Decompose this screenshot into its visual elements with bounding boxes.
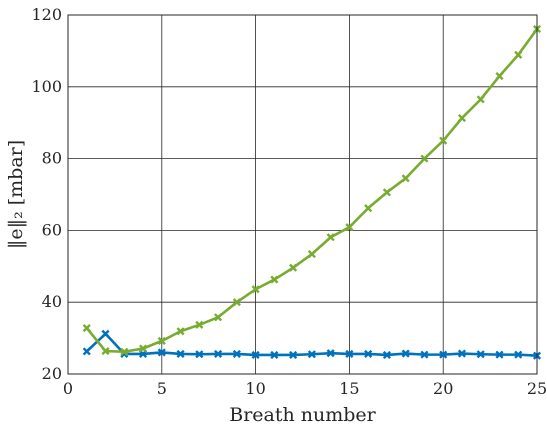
data-point — [476, 95, 485, 104]
data-point — [401, 174, 410, 183]
data-point — [457, 113, 467, 123]
data-point — [345, 349, 354, 358]
data-point — [101, 346, 110, 356]
data-point — [439, 350, 448, 359]
data-point — [401, 349, 410, 358]
x-tick-label: 10 — [245, 379, 265, 398]
grid — [67, 14, 538, 375]
y-tick-label: 20 — [42, 364, 62, 383]
data-point — [307, 250, 316, 259]
data-point — [289, 350, 298, 360]
series-2 — [82, 24, 542, 356]
data-point — [157, 336, 166, 346]
data-point — [270, 275, 279, 284]
data-point — [382, 350, 391, 360]
data-point — [251, 285, 260, 294]
data-point — [195, 350, 204, 359]
data-point — [176, 349, 185, 358]
data-point — [289, 263, 298, 272]
data-point — [82, 347, 91, 356]
x-tick-label: 20 — [433, 379, 453, 398]
x-tick-label: 5 — [157, 379, 167, 398]
data-point — [495, 350, 504, 359]
data-point — [382, 188, 391, 197]
data-point — [82, 323, 91, 333]
y-tick-label: 100 — [31, 77, 62, 96]
data-point — [138, 344, 148, 353]
data-point — [476, 350, 485, 359]
data-point — [195, 320, 204, 329]
y-tick-label: 40 — [42, 292, 62, 311]
plot-frame — [67, 14, 538, 375]
y-tick-label: 80 — [42, 149, 62, 168]
data-point — [439, 136, 448, 145]
data-point — [214, 313, 223, 322]
data-point — [270, 350, 279, 360]
y-tick-label: 120 — [31, 5, 62, 24]
x-axis-label: Breath number — [229, 404, 376, 426]
data-point — [514, 350, 523, 359]
x-tick-label: 25 — [527, 379, 547, 398]
series-line — [85, 28, 539, 354]
data-point — [326, 233, 335, 242]
y-tick-label: 60 — [42, 220, 62, 239]
x-tick-label: 15 — [339, 379, 359, 398]
data-point — [101, 329, 110, 338]
series-1 — [82, 329, 542, 360]
data-point — [495, 71, 504, 81]
tick-layer: 0 5 10 15 20 25 20 40 60 80 100 120 — [31, 5, 547, 398]
data-point — [364, 204, 373, 213]
data-point — [120, 347, 129, 356]
data-point — [345, 223, 354, 232]
x-tick-label: 0 — [63, 379, 73, 398]
data-point — [457, 349, 467, 358]
data-point — [251, 350, 260, 360]
data-point — [420, 154, 429, 163]
series-layer — [82, 24, 542, 360]
y-axis-label: ‖e‖₂ [mbar] — [5, 140, 27, 249]
data-point — [232, 349, 241, 358]
data-point — [214, 349, 223, 358]
data-point — [232, 298, 241, 307]
data-point — [364, 349, 373, 358]
data-point — [326, 349, 335, 358]
data-point — [420, 350, 429, 359]
data-point — [307, 350, 316, 359]
data-point — [514, 50, 523, 59]
data-point — [176, 327, 185, 336]
data-point — [157, 348, 166, 357]
